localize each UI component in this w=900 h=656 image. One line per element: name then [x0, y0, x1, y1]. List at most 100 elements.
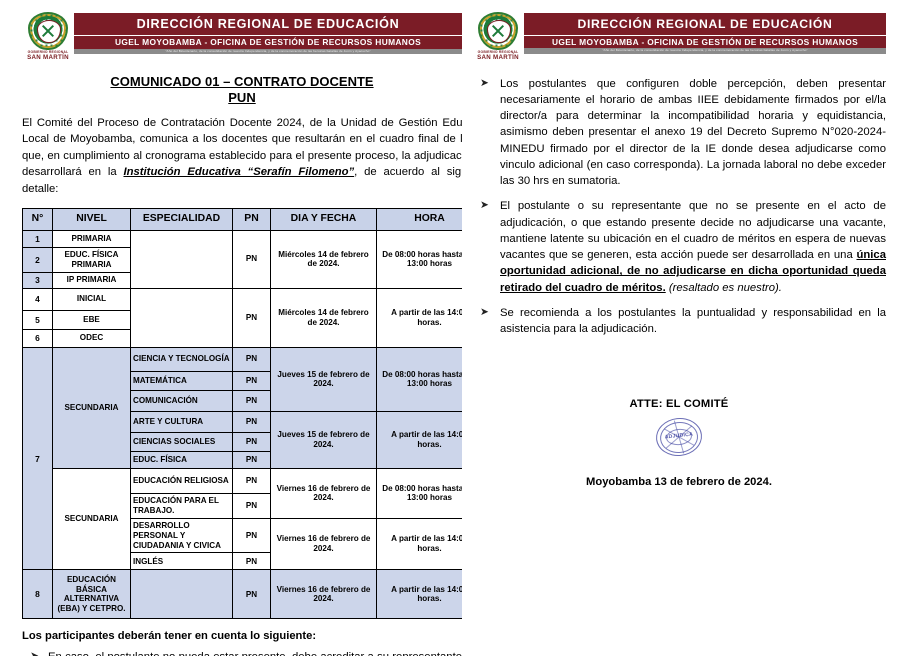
cell-hora: A partir de las 14:00 horas. — [376, 287, 462, 348]
crest-caption-large: SAN MARTÍN — [27, 53, 69, 61]
cell-especialidad: EDUCACIÓN RELIGIOSA — [130, 467, 233, 494]
cell-pn: PN — [232, 389, 271, 412]
intro-text-part2: , de acuerdo al siguiente detalle: — [22, 166, 462, 195]
regional-crest-icon: GOBIERNO REGIONAL SAN MARTÍN — [22, 10, 74, 62]
cell-pn: PN — [232, 492, 271, 519]
col-header-especialidad: ESPECIALIDAD — [130, 208, 233, 231]
letterhead-subtitle-band: UGEL MOYOBAMBA - OFICINA DE GESTIÓN DE R… — [74, 36, 462, 49]
cell-pn: PN — [232, 517, 271, 554]
signoff-label: ATTE: EL COMITÉ — [629, 397, 729, 410]
letterhead-title-band: DIRECCIÓN REGIONAL DE EDUCACIÓN — [74, 13, 462, 36]
document-title-line2: PUN — [228, 89, 256, 105]
cell-nivel: SECUNDARIA — [52, 346, 131, 469]
intro-institution-name: Institución Educativa “Serafín Filomeno” — [123, 166, 355, 179]
right-bullet-list: ➤ Los postulantes que configuren doble p… — [472, 76, 886, 338]
cell-fecha: Viernes 16 de febrero de 2024. — [270, 517, 377, 571]
list-item: ➤ En caso, el postulante no pueda estar … — [22, 649, 462, 656]
list-item-text: En caso, el postulante no pueda estar pr… — [48, 651, 462, 656]
cell-especialidad: CIENCIA Y TECNOLOGÍA — [130, 346, 233, 372]
bullet-arrow-icon: ➤ — [30, 649, 39, 656]
cell-especialidad: INGLÉS — [130, 552, 233, 571]
cell-especialidad — [130, 287, 233, 348]
letterhead-title-band: DIRECCIÓN REGIONAL DE EDUCACIÓN — [524, 13, 886, 36]
cell-num: 2 — [22, 246, 53, 273]
list-item: ➤ Los postulantes que configuren doble p… — [472, 76, 886, 190]
cell-hora: De 08:00 horas hasta las 13:00 horas — [376, 229, 462, 289]
cell-nivel: EDUC. FÍSICA PRIMARIA — [52, 246, 131, 273]
cell-nivel: ODEC — [52, 328, 131, 348]
cell-pn: PN — [232, 431, 271, 452]
table-row: 1 PRIMARIA PN Miércoles 14 de febrero de… — [22, 229, 462, 289]
table-header-row: N° NIVEL ESPECIALIDAD PN DIA Y FECHA HOR… — [22, 208, 462, 231]
cell-fecha: Miércoles 14 de febrero de 2024. — [270, 229, 377, 289]
cell-especialidad: DESARROLLO PERSONAL Y CIUDADANIA Y CIVIC… — [130, 517, 233, 554]
cell-fecha: Viernes 16 de febrero de 2024. — [270, 569, 377, 620]
intro-paragraph: El Comité del Proceso de Contratación Do… — [22, 115, 462, 197]
intro-text-part1: El Comité del Proceso de Contratación Do… — [22, 117, 462, 179]
cell-pn: PN — [232, 370, 271, 391]
table-row: ARTE Y CULTURA PN Jueves 15 de febrero d… — [23, 410, 462, 469]
left-bullet-list: ➤ En caso, el postulante no pueda estar … — [22, 649, 462, 656]
table-row: 4 INICIAL PN Miércoles 14 de febrero de … — [22, 287, 462, 348]
right-column: GOBIERNO REGIONAL SAN MARTÍN DIRECCIÓN R… — [462, 0, 900, 656]
table-row: MATEMÁTICA PN — [23, 370, 463, 391]
cell-num: 7 — [22, 346, 53, 571]
col-header-dia-fecha: DIA Y FECHA — [270, 208, 377, 231]
cell-pn: PN — [232, 287, 271, 348]
cell-num: 1 — [22, 229, 53, 248]
table-row: 5 EBE — [22, 309, 463, 330]
letterhead-motto-band: "Año del Bicentenario, de la consolidaci… — [524, 48, 886, 54]
list-item: ➤ Se recomienda a los postulantes la pun… — [472, 305, 886, 338]
cell-especialidad — [130, 229, 233, 289]
cell-especialidad: CIENCIAS SOCIALES — [130, 431, 233, 452]
cell-num: 5 — [22, 309, 53, 330]
table-row: SECUNDARIA EDUCACIÓN RELIGIOSA PN Vierne… — [23, 467, 462, 571]
cell-pn: PN — [232, 467, 271, 494]
cell-especialidad: COMUNICACIÓN — [130, 389, 233, 412]
cell-hora: A partir de las 14:00 horas. — [376, 517, 462, 571]
official-stamp-icon: ADJUDICA — [654, 415, 704, 458]
cell-pn: PN — [232, 229, 271, 289]
letterhead-left: GOBIERNO REGIONAL SAN MARTÍN DIRECCIÓN R… — [22, 10, 462, 62]
left-column: GOBIERNO REGIONAL SAN MARTÍN DIRECCIÓN R… — [22, 10, 463, 656]
schedule-table: N° NIVEL ESPECIALIDAD PN DIA Y FECHA HOR… — [22, 208, 463, 620]
letterhead-right: GOBIERNO REGIONAL SAN MARTÍN DIRECCIÓN R… — [472, 10, 886, 62]
cell-pn: PN — [232, 552, 271, 571]
cell-fecha: Jueves 15 de febrero de 2024. — [270, 346, 377, 412]
cell-num: 3 — [22, 271, 53, 289]
list-item: ➤ El postulante o su representante que no… — [472, 198, 886, 296]
cell-especialidad: EDUCACIÓN PARA EL TRABAJO. — [130, 492, 233, 519]
document-title: COMUNICADO 01 – CONTRATO DOCENTE PUN — [22, 74, 462, 107]
cell-pn: PN — [232, 410, 271, 433]
list-item-note: (resaltado es nuestro). — [668, 281, 782, 294]
cell-nivel: EDUCACIÓN BÁSICA ALTERNATIVA (EBA) Y CET… — [52, 569, 131, 620]
cell-especialidad: MATEMÁTICA — [130, 370, 233, 391]
cell-hora: A partir de las 14:00 horas. — [376, 569, 462, 620]
cell-nivel: PRIMARIA — [52, 229, 131, 248]
cell-nivel: IP PRIMARIA — [52, 271, 131, 289]
cell-hora: De 08:00 horas hasta las 13:00 horas — [376, 467, 462, 519]
crest-caption-small: GOBIERNO REGIONAL — [477, 50, 519, 54]
place-and-date: Moyobamba 13 de febrero de 2024. — [586, 475, 772, 488]
stamp-area: ADJUDICA — [472, 410, 886, 470]
signature-block: ATTE: EL COMITÉ ADJUDICA Moyobamba 13 de… — [472, 398, 886, 488]
crest-caption-small: GOBIERNO REGIONAL — [27, 50, 69, 54]
col-header-nivel: NIVEL — [52, 208, 131, 231]
bullet-arrow-icon: ➤ — [480, 199, 489, 212]
bullet-arrow-icon: ➤ — [480, 306, 489, 318]
cell-nivel: EBE — [52, 309, 131, 330]
cell-especialidad: ARTE Y CULTURA — [130, 410, 233, 433]
list-item-text: Los postulantes que configuren doble per… — [500, 77, 886, 188]
regional-crest-icon: GOBIERNO REGIONAL SAN MARTÍN — [472, 10, 524, 62]
cell-fecha: Jueves 15 de febrero de 2024. — [270, 410, 377, 469]
cell-especialidad: EDUC. FÍSICA — [130, 450, 233, 469]
participants-note-heading: Los participantes deberán tener en cuent… — [22, 630, 317, 643]
cell-fecha: Miércoles 14 de febrero de 2024. — [270, 287, 377, 348]
cell-pn: PN — [232, 346, 271, 372]
cell-num: 4 — [22, 287, 53, 311]
letterhead-motto-band: "Año del Bicentenario, de la consolidaci… — [74, 48, 462, 55]
col-header-pn: PN — [232, 208, 271, 231]
list-item-highlight: única oportunidad adicional, de no adjud… — [500, 249, 886, 294]
bullet-arrow-icon: ➤ — [480, 76, 489, 89]
